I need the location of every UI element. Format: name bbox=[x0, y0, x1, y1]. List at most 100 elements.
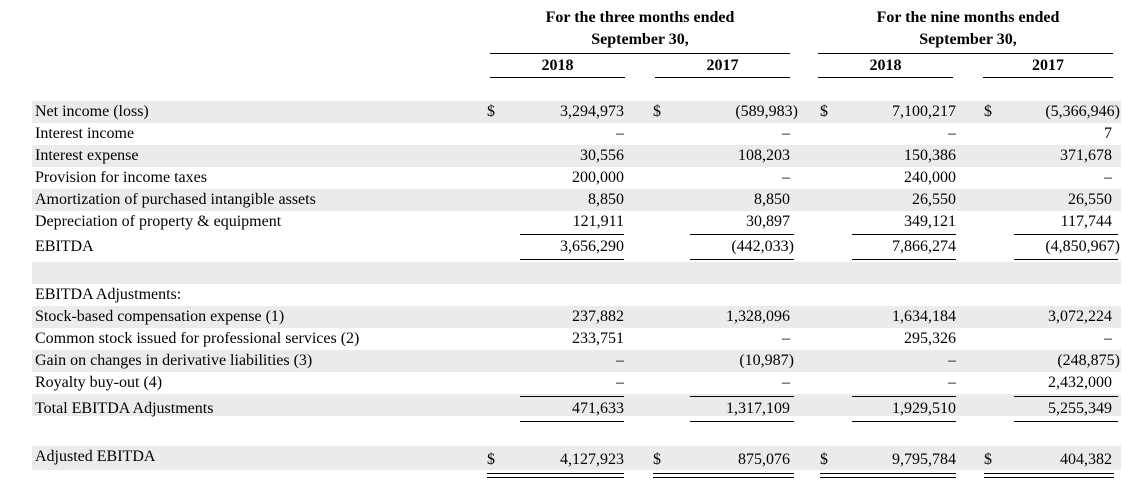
value-cell: (4,850,967) bbox=[1045, 238, 1120, 255]
value-cell: 108,203 bbox=[738, 147, 790, 164]
value-cell: – bbox=[948, 125, 956, 142]
table-row: Provision for income taxes 200,000 – 240… bbox=[0, 167, 1122, 189]
value-cell: 240,000 bbox=[904, 169, 956, 186]
row-label: Net income (loss) bbox=[35, 103, 149, 120]
year-col3-rule bbox=[818, 77, 953, 78]
table-row: Total EBITDA Adjustments 471,633 1,317,1… bbox=[0, 398, 1122, 420]
value-cell: – bbox=[782, 374, 790, 391]
header-group1-rule bbox=[490, 53, 790, 54]
subtotal-rule bbox=[520, 396, 624, 397]
year-col2: 2017 bbox=[706, 57, 739, 74]
currency-symbol: $ bbox=[984, 103, 992, 120]
value-cell: 30,897 bbox=[746, 213, 790, 230]
value-cell: 30,556 bbox=[580, 147, 624, 164]
currency-symbol: $ bbox=[487, 103, 495, 120]
value-cell: – bbox=[1104, 330, 1112, 347]
subtotal-rule bbox=[520, 234, 624, 235]
value-cell: 1,929,510 bbox=[892, 400, 956, 417]
row-label: Gain on changes in derivative liabilitie… bbox=[35, 352, 313, 369]
value-cell: 1,634,184 bbox=[892, 308, 956, 325]
subtotal-rule bbox=[852, 396, 956, 397]
value-cell: 5,255,349 bbox=[1048, 400, 1112, 417]
header-group1-title: For the three months ended bbox=[545, 9, 735, 26]
subtotal-rule bbox=[852, 234, 956, 235]
value-cell: 295,326 bbox=[904, 330, 956, 347]
value-cell: – bbox=[616, 125, 624, 142]
total-rule bbox=[690, 259, 794, 260]
row-band bbox=[32, 446, 1121, 470]
row-label: EBITDA bbox=[35, 238, 94, 255]
value-cell: 1,317,109 bbox=[726, 400, 790, 417]
row-label: EBITDA Adjustments: bbox=[35, 286, 182, 303]
value-cell: 117,744 bbox=[1060, 213, 1112, 230]
table-row: EBITDA 3,656,290 (442,033) 7,866,274 (4,… bbox=[0, 236, 1122, 258]
row-label: Provision for income taxes bbox=[35, 169, 207, 186]
subtotal-rule bbox=[690, 234, 794, 235]
year-col4: 2017 bbox=[1032, 57, 1064, 74]
value-cell: (5,366,946) bbox=[1045, 103, 1120, 120]
table-row: Interest expense 30,556 108,203 150,386 … bbox=[0, 145, 1122, 167]
table-row: Gain on changes in derivative liabilitie… bbox=[0, 350, 1122, 372]
value-cell: – bbox=[782, 125, 790, 142]
double-underline bbox=[487, 473, 624, 478]
table-row: Common stock issued for professional ser… bbox=[0, 328, 1122, 350]
total-rule bbox=[520, 421, 624, 422]
value-cell: 26,550 bbox=[912, 191, 956, 208]
value-cell: (442,033) bbox=[731, 238, 794, 255]
value-cell: 1,328,096 bbox=[726, 308, 790, 325]
double-underline bbox=[653, 473, 794, 478]
row-label: Adjusted EBITDA bbox=[35, 448, 156, 465]
value-cell: 349,121 bbox=[904, 213, 956, 230]
value-cell: 233,751 bbox=[572, 330, 624, 347]
year-col1: 2018 bbox=[541, 57, 574, 74]
value-cell: – bbox=[1104, 169, 1112, 186]
currency-symbol: $ bbox=[653, 451, 661, 468]
row-label: Depreciation of property & equipment bbox=[35, 213, 282, 230]
value-cell: 2,432,000 bbox=[1048, 374, 1112, 391]
row-label: Stock-based compensation expense (1) bbox=[35, 308, 285, 325]
table-row: Interest income – – – 7 bbox=[0, 123, 1122, 145]
total-rule bbox=[520, 259, 624, 260]
table-row: Net income (loss) $ 3,294,973 $ (589,983… bbox=[0, 101, 1122, 123]
row-band bbox=[32, 101, 1121, 123]
value-cell: – bbox=[616, 374, 624, 391]
year-col1-rule bbox=[490, 77, 625, 78]
total-rule bbox=[852, 421, 956, 422]
subtotal-rule bbox=[1014, 234, 1118, 235]
value-cell: (248,875) bbox=[1057, 352, 1120, 369]
value-cell: – bbox=[616, 352, 624, 369]
row-label: Interest expense bbox=[35, 147, 139, 164]
row-label: Total EBITDA Adjustments bbox=[35, 400, 214, 417]
value-cell: 121,911 bbox=[572, 213, 624, 230]
row-label: Common stock issued for professional ser… bbox=[35, 330, 360, 347]
value-cell: 404,382 bbox=[1060, 451, 1112, 468]
section-heading: EBITDA Adjustments: bbox=[0, 284, 1122, 306]
table-row: Stock-based compensation expense (1) 237… bbox=[0, 306, 1122, 328]
currency-symbol: $ bbox=[820, 103, 828, 120]
total-rule bbox=[852, 259, 956, 260]
table-row-total: Adjusted EBITDA $ 4,127,923 $ 875,076 $ … bbox=[0, 448, 1122, 470]
row-label: Royalty buy-out (4) bbox=[35, 374, 163, 391]
value-cell: – bbox=[782, 169, 790, 186]
value-cell: 471,633 bbox=[572, 400, 624, 417]
value-cell: 9,795,784 bbox=[892, 451, 956, 468]
table-row: Depreciation of property & equipment 121… bbox=[0, 211, 1122, 233]
value-cell: 3,294,973 bbox=[560, 103, 624, 120]
subtotal-rule bbox=[690, 396, 794, 397]
row-band bbox=[32, 145, 1121, 167]
currency-symbol: $ bbox=[487, 451, 495, 468]
year-col4-rule bbox=[983, 77, 1113, 78]
value-cell: – bbox=[948, 352, 956, 369]
value-cell: 7,866,274 bbox=[892, 238, 956, 255]
value-cell: 237,882 bbox=[572, 308, 624, 325]
value-cell: 150,386 bbox=[904, 147, 956, 164]
double-underline bbox=[820, 473, 956, 478]
currency-symbol: $ bbox=[653, 103, 661, 120]
subtotal-rule bbox=[1014, 396, 1118, 397]
header-group2-subtitle: September 30, bbox=[919, 31, 1017, 48]
table-row: Amortization of purchased intangible ass… bbox=[0, 189, 1122, 211]
header-group1-subtitle: September 30, bbox=[591, 31, 689, 48]
row-band bbox=[32, 306, 1121, 328]
row-band bbox=[32, 394, 1121, 416]
table-row: Royalty buy-out (4) – – – 2,432,000 bbox=[0, 372, 1122, 394]
